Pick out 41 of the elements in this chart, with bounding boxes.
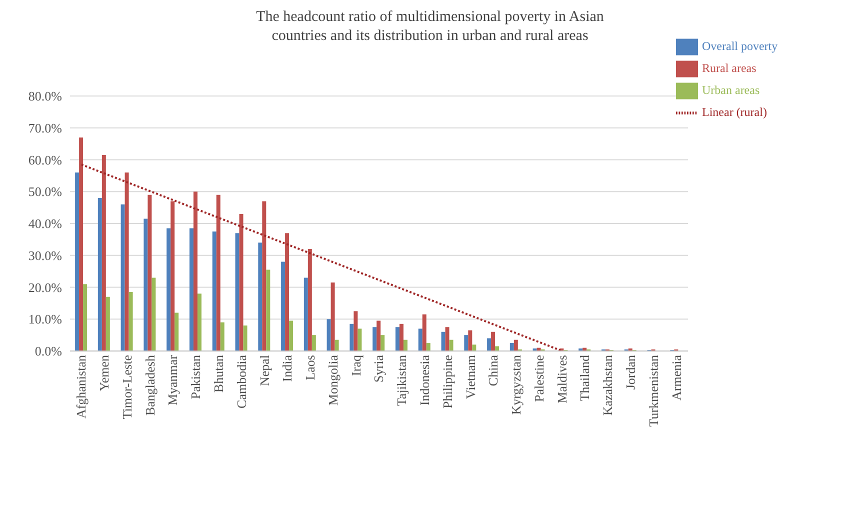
y-tick-label: 70.0% (28, 120, 62, 136)
y-tick-label: 20.0% (28, 280, 62, 295)
x-tick-label: Armenia (668, 354, 684, 400)
x-tick-label: Iraq (348, 354, 364, 376)
x-tick-label: Pakistan (188, 354, 204, 400)
legend-label: Rural areas (702, 60, 756, 75)
y-tick-label: 40.0% (28, 216, 62, 232)
x-tick-label: Indonesia (417, 354, 432, 406)
x-tick-label: Philippine (440, 354, 455, 408)
y-tick-label: 30.0% (28, 248, 62, 263)
x-tick-label: Myanmar (165, 354, 180, 406)
chart-title: The headcount ratio of multidimensional poverty in Asian countries and its distribution in urban and rural areas (255, 8, 605, 46)
x-tick-label: Turkmenistan (646, 354, 661, 427)
y-tick-label: 50.0% (28, 184, 62, 200)
x-tick-label: Palestine (531, 354, 546, 402)
legend-label: Overall poverty (702, 38, 778, 53)
x-tick-label: Bangladesh (142, 354, 158, 416)
x-tick-label: Afghanistan (74, 354, 89, 419)
y-tick-label: 60.0% (28, 152, 62, 168)
y-tick-label: 10.0% (28, 312, 62, 327)
y-tick-label: 0.0% (34, 344, 62, 359)
legend-label: Urban areas (702, 82, 760, 97)
x-tick-label: Cambodia (234, 354, 249, 408)
x-tick-label: Vietnam (462, 355, 478, 399)
x-tick-label: Nepal (256, 354, 272, 386)
x-tick-label: Bhutan (211, 354, 226, 393)
x-tick-label: Tajikistan (394, 354, 410, 406)
x-tick-label: India (280, 354, 295, 382)
x-tick-label: Syria (371, 354, 386, 382)
y-tick-label: 80.0% (28, 88, 62, 104)
x-tick-label: Laos (302, 355, 318, 380)
x-tick-label: Thailand (577, 354, 592, 402)
x-tick-label: Kazakhstan (600, 354, 616, 416)
x-tick-label: Yemen (96, 354, 112, 392)
x-tick-label: Kyrgyzstan (508, 354, 524, 415)
legend-label: Linear (rural) (702, 104, 767, 119)
x-tick-label: Timor-Leste (119, 354, 134, 420)
x-tick-label: Maldives (554, 355, 570, 404)
x-tick-label: China (486, 354, 501, 386)
x-tick-label: Jordan (623, 354, 638, 390)
x-tick-label: Mongolia (325, 354, 340, 406)
